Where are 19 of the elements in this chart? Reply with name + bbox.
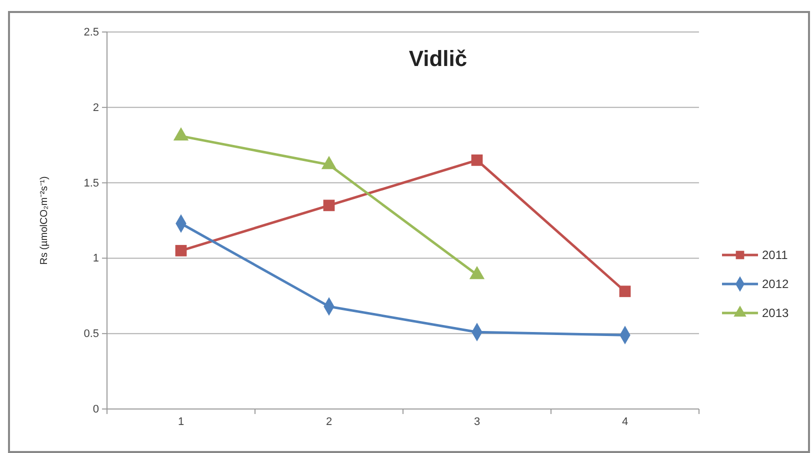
point: [619, 286, 631, 298]
y-tick-label: 0: [92, 404, 99, 416]
y-tick-label: 0.5: [84, 328, 99, 340]
text: Vidlič: [408, 46, 468, 71]
x-tick-label: 1: [178, 416, 184, 428]
point: [323, 200, 335, 212]
x-tick-label: 4: [622, 416, 628, 428]
legend-label: 2011: [762, 248, 788, 262]
point: [471, 154, 483, 166]
x-tick-label: 3: [474, 416, 480, 428]
legend-label: 2013: [762, 306, 790, 320]
y-tick-label: 1.5: [84, 177, 99, 190]
y-tick-label: 2.5: [84, 26, 99, 39]
y-axis-title: Rs (µmolCO₂m⁻²s⁻¹): [39, 176, 50, 265]
y-tick-label: 1: [92, 252, 99, 265]
y-tick-label: 2: [92, 102, 99, 114]
legend-label: 2012: [762, 277, 790, 291]
x-tick-label: 2: [326, 416, 332, 428]
point: [175, 244, 187, 256]
